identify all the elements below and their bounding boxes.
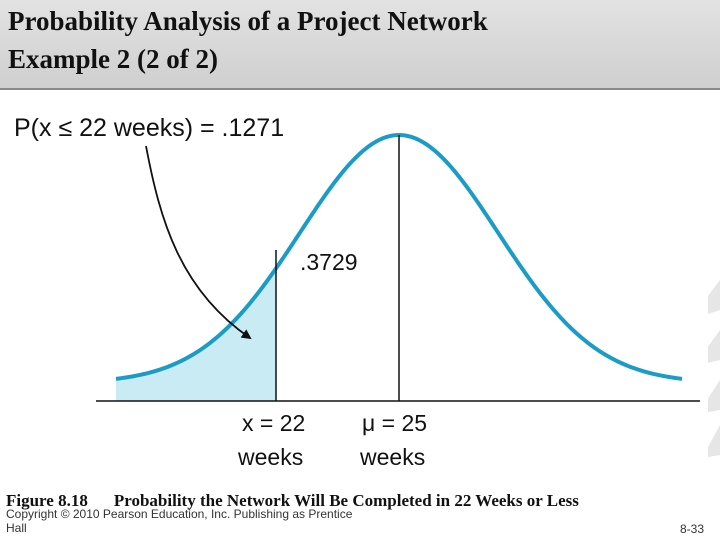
pointer-arrow bbox=[145, 145, 252, 340]
slide-title-line-2: Example 2 (2 of 2) bbox=[8, 44, 218, 74]
caption-text: Probability the Network Will Be Complete… bbox=[113, 491, 579, 510]
figure-caption: Figure 8.18 Probability the Network Will … bbox=[6, 491, 579, 511]
figure-background bbox=[10, 100, 708, 480]
copyright-notice: Copyright © 2010 Pearson Education, Inc.… bbox=[6, 507, 353, 535]
mu-label-unit: weeks bbox=[359, 444, 425, 470]
slide-number: 8-33 bbox=[679, 522, 704, 536]
x-label-value: x = 22 bbox=[242, 410, 305, 436]
x-label-unit: weeks bbox=[237, 444, 303, 470]
shaded-probability-area bbox=[116, 268, 276, 401]
complement-label: .3729 bbox=[300, 249, 358, 275]
title-bar: Probability Analysis of a Project Networ… bbox=[0, 0, 720, 90]
normal-distribution-figure: P(x ≤ 22 weeks) = .1271 .3729 x = 22 wee… bbox=[10, 100, 708, 480]
slide-title-line-1: Probability Analysis of a Project Networ… bbox=[8, 6, 488, 36]
caption-figure-number: Figure 8.18 bbox=[6, 491, 88, 510]
probability-label: P(x ≤ 22 weeks) = .1271 bbox=[14, 114, 284, 142]
mu-label-value: μ = 25 bbox=[362, 410, 427, 436]
